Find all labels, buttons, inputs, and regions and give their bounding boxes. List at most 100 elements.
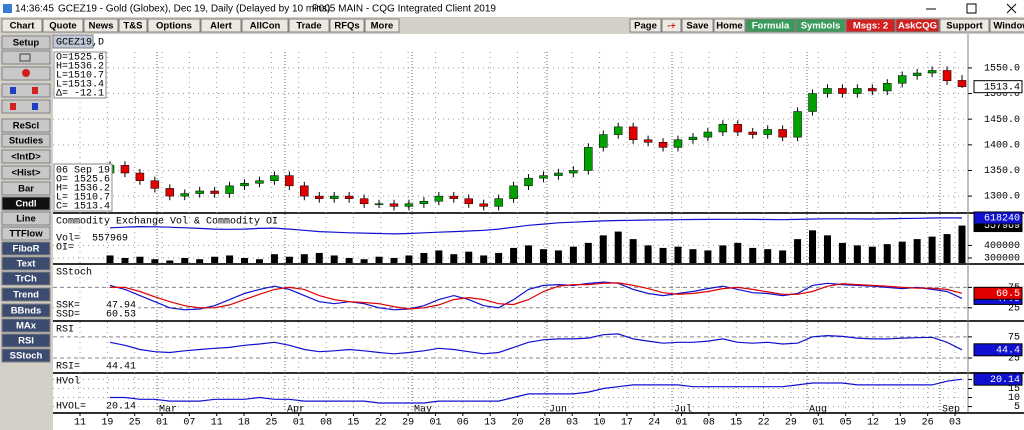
sidebar-icons[interactable] [1,50,51,114]
sidebar-button-label: Bar [18,184,34,195]
bar-box [53,163,113,212]
symbol-tab[interactable] [52,34,94,49]
toolbar-button[interactable] [241,18,289,33]
candle-body [673,139,683,148]
toolbar-button[interactable] [364,18,400,33]
x-tick-label: 29 [402,418,414,429]
sidebar-button[interactable] [1,133,51,148]
quote-label: L= [56,71,68,82]
toolbar-button[interactable] [329,18,365,33]
toolbar-button[interactable] [661,18,682,33]
sidebar-button-label: ReScl [13,121,39,132]
sidebar-button[interactable] [1,241,51,256]
toolbar-button[interactable] [795,18,846,33]
candle-body [957,80,967,87]
candle-body [135,172,145,181]
compress-button[interactable] [1,99,51,114]
volume-bar [883,244,891,263]
sidebar-button[interactable] [1,196,51,211]
sidebar-button[interactable] [1,181,51,196]
window-controls[interactable] [926,3,1017,14]
sidebar-button[interactable] [1,271,51,286]
candle-body [853,88,862,94]
y-tick-label: 1450.0 [984,115,1020,126]
sidebar-button[interactable] [1,303,51,318]
toolbar-button[interactable] [713,18,746,33]
sidebar-button[interactable] [1,256,51,271]
maximize[interactable] [966,3,977,14]
sidebar-button[interactable] [1,318,51,333]
scroll-button[interactable] [1,83,51,98]
x-tick-label: 01 [293,418,305,429]
toolbar-button[interactable] [118,18,148,33]
volume-bar [315,252,323,263]
readout-label: RSI= [56,362,80,373]
title-bar [0,0,1024,17]
sidebar-button[interactable] [1,211,51,226]
close[interactable] [1006,3,1017,14]
toolbar-button-label: Trade [296,21,321,32]
toolbar-button[interactable] [939,18,990,33]
toolbar-button[interactable] [200,18,242,33]
candle-body [285,175,294,187]
toolbar-button[interactable] [989,18,1024,33]
x-tick-label: 01 [676,418,688,429]
sidebar-button[interactable] [1,149,51,164]
readout-label: OI= [56,243,74,254]
toolbar-button[interactable] [147,18,201,33]
volume-bar [285,256,293,263]
month-label: Mar [159,405,177,416]
sidebar-button[interactable] [1,226,51,241]
candle-body [554,172,563,176]
candle-body [613,126,623,135]
print-button[interactable] [1,50,51,65]
toolbar-button-label: Window [993,21,1024,32]
toolbar-button[interactable] [895,18,940,33]
volume-bar [868,246,876,263]
volume-bar [644,245,652,263]
readout-value: 44.41 [106,362,136,373]
x-tick-label: 24 [648,418,660,429]
quote-value: 1513.4 [68,80,104,91]
toolbar-button[interactable] [288,18,330,33]
sidebar-button[interactable] [1,333,51,348]
quote-value: -12.1 [74,89,104,100]
readout-bg [54,401,138,411]
readout-value: 60.53 [106,310,136,321]
toolbar-button[interactable] [745,18,796,33]
volume-bar [151,259,159,263]
sidebar-button-label: <IntD> [11,152,41,163]
compress-icon [10,103,16,110]
y-tick-label: 1400.0 [984,140,1020,151]
toolbar-button-label: -+ [667,21,676,32]
sidebar-button[interactable] [1,287,51,302]
indicator-line [110,282,963,310]
toolbar-button[interactable] [83,18,119,33]
toolbar-button[interactable] [1,18,43,33]
volume-bar [480,255,488,263]
candle-body [643,139,653,143]
toolbar-button[interactable] [629,18,662,33]
quote-label: L= [56,80,68,91]
candle-body [210,190,219,194]
toolbar-button[interactable] [845,18,896,33]
toolbar-button[interactable] [42,18,84,33]
candle-body [838,88,847,94]
y-tick-label: 1550.0 [984,64,1020,75]
last-value-tag-label: 618240 [984,214,1020,225]
bar-value: 1513.4 [74,202,110,213]
candle-body [658,142,668,148]
sidebar-button[interactable] [1,348,51,363]
toolbar-button[interactable] [681,18,714,33]
sidebar-button[interactable] [1,35,51,50]
volume-bar [943,234,951,263]
volume-bar [136,256,144,263]
candle-body [359,198,369,205]
volume-bar [375,256,383,263]
toolbar-button-label: AskCQG [898,21,937,32]
sidebar-button[interactable] [1,118,51,133]
sidebar-button[interactable] [1,165,51,180]
volume-bar [255,259,263,263]
readout-bg [54,309,138,319]
volume-bar [420,252,428,263]
